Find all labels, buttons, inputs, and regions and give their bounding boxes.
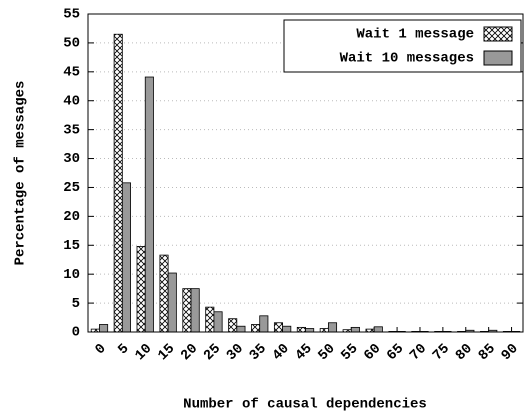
- bar: [228, 318, 238, 333]
- x-tick-label: 65: [384, 341, 407, 364]
- bar: [136, 246, 146, 333]
- x-tick-label: 80: [453, 341, 476, 364]
- bar: [144, 76, 154, 333]
- x-tick-label: 45: [292, 341, 315, 364]
- x-tick-label: 35: [247, 341, 270, 364]
- x-tick-label: 70: [407, 341, 430, 364]
- y-tick-label: 55: [63, 7, 80, 23]
- x-tick-label: 50: [315, 341, 338, 364]
- bar: [350, 326, 360, 333]
- legend-swatch: [483, 26, 513, 42]
- y-axis-title: Percentage of messages: [13, 81, 29, 266]
- bar: [296, 326, 306, 333]
- x-axis-title: Number of causal dependencies: [183, 397, 427, 413]
- bar: [305, 328, 315, 333]
- x-tick-label: 20: [178, 341, 201, 364]
- bar: [113, 33, 123, 333]
- y-tick-label: 25: [63, 180, 80, 196]
- bar: [319, 328, 329, 333]
- bar: [182, 288, 192, 333]
- y-tick-label: 15: [63, 238, 80, 254]
- bar: [159, 254, 169, 333]
- bar: [167, 272, 177, 333]
- y-tick-label: 50: [63, 36, 80, 52]
- x-tick-label: 0: [92, 341, 109, 358]
- bar: [259, 315, 269, 333]
- x-tick-label: 15: [155, 341, 178, 364]
- legend-swatch: [483, 50, 513, 66]
- y-tick-label: 35: [63, 122, 80, 138]
- x-tick-label: 90: [499, 341, 522, 364]
- bar: [99, 324, 109, 333]
- y-tick-label: 30: [63, 151, 80, 167]
- bar: [251, 324, 261, 333]
- bar: [213, 311, 223, 333]
- y-tick-label: 0: [72, 325, 80, 341]
- x-tick-label: 75: [430, 341, 453, 364]
- bar: [273, 322, 284, 333]
- x-tick-label: 85: [476, 341, 499, 364]
- legend-label: Wait 1 message: [356, 27, 474, 43]
- x-tick-label: 40: [270, 341, 293, 364]
- bar: [282, 325, 292, 333]
- x-tick-label: 60: [361, 341, 384, 364]
- bar: [327, 322, 338, 333]
- legend-box: [283, 19, 522, 73]
- y-tick-label: 45: [63, 65, 80, 81]
- x-tick-label: 10: [132, 341, 155, 364]
- x-tick-label: 25: [201, 341, 224, 364]
- legend-label: Wait 10 messages: [340, 51, 474, 67]
- x-tick-label: 55: [338, 341, 361, 364]
- bar: [205, 306, 215, 333]
- plot-frame: [87, 13, 524, 333]
- y-tick-label: 40: [63, 93, 80, 109]
- bar: [236, 325, 246, 333]
- x-tick-label: 30: [224, 341, 247, 364]
- y-tick-label: 20: [63, 209, 80, 225]
- bar: [373, 326, 383, 333]
- y-tick-label: 10: [63, 267, 80, 283]
- bar: [121, 182, 131, 333]
- y-tick-label: 5: [72, 296, 80, 312]
- bar: [190, 288, 200, 333]
- x-tick-label: 5: [115, 341, 132, 358]
